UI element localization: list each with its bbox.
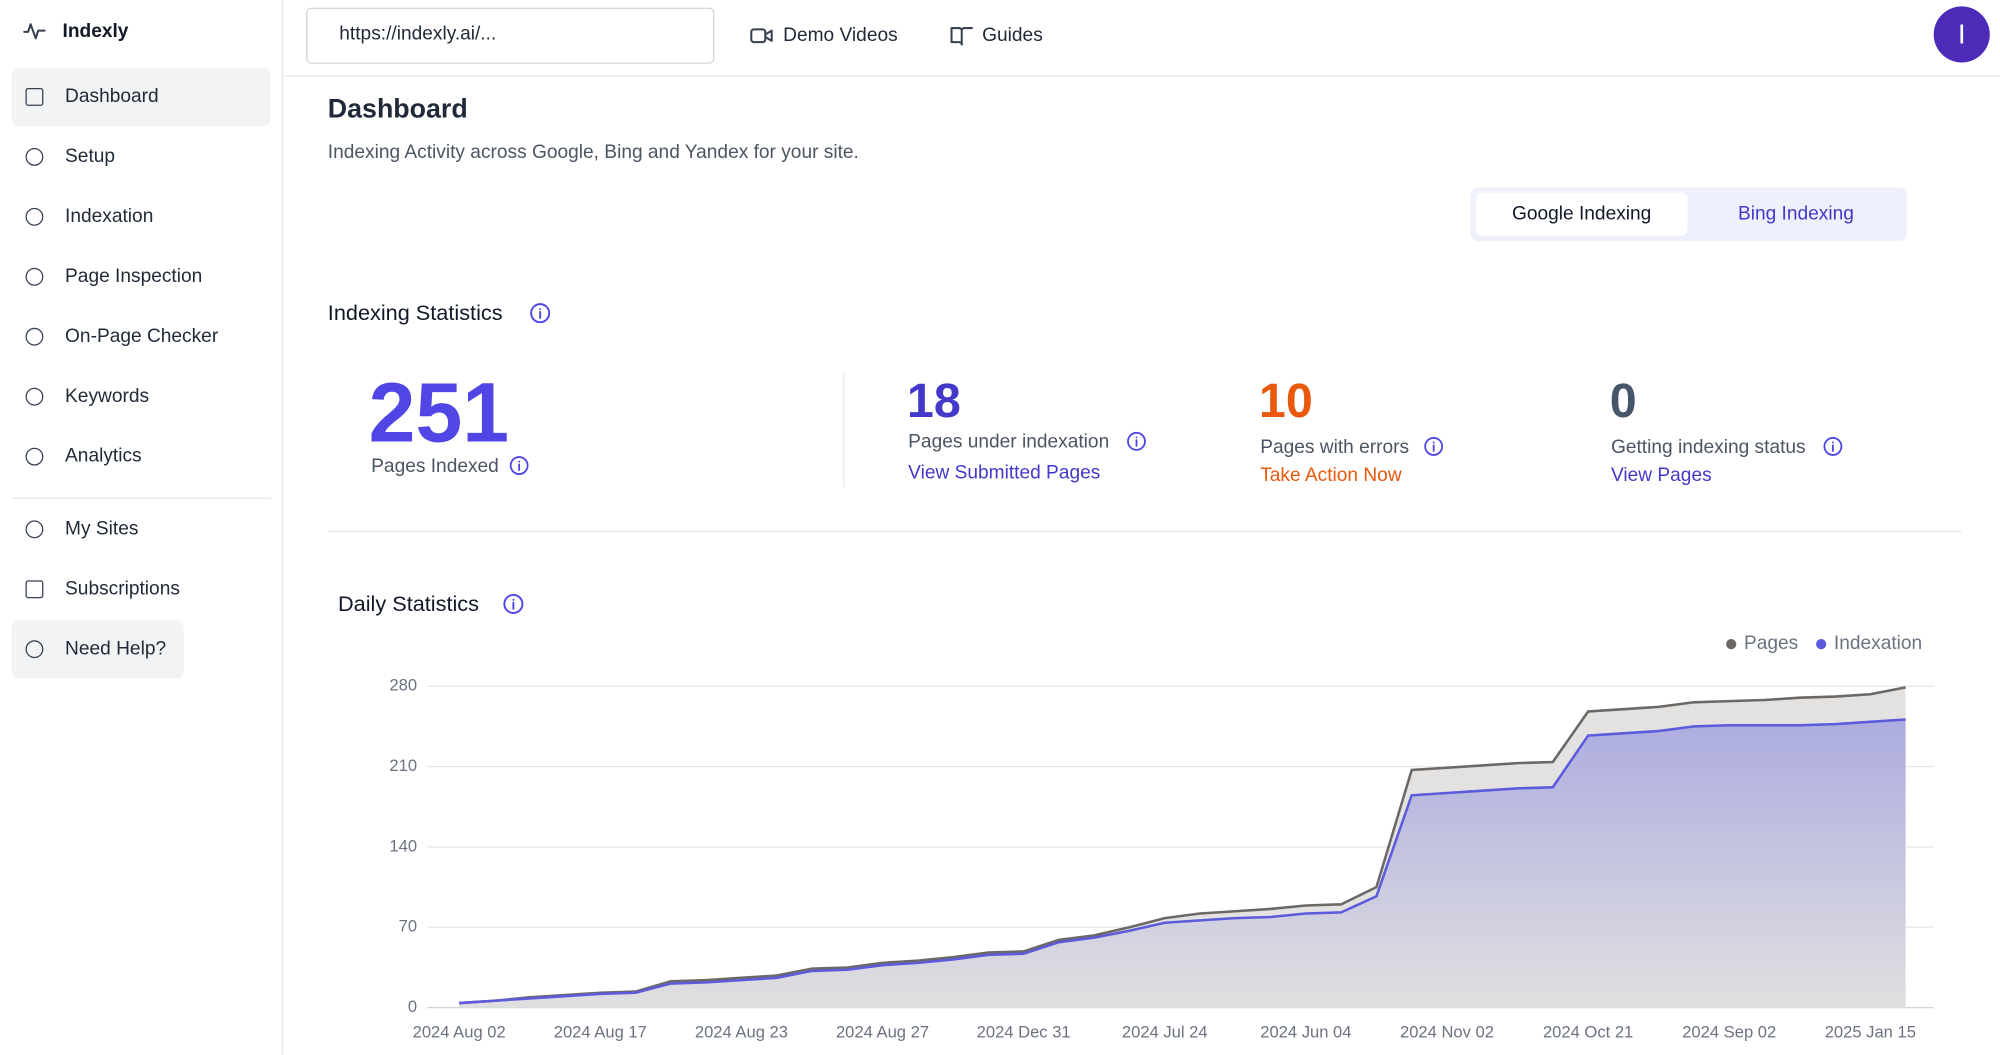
section-title: Indexing Statistics [327,301,503,326]
x-tick-label: 2025 Jan 15 [1825,1023,1916,1042]
x-tick-label: 2024 Aug 17 [554,1023,647,1042]
legend-label: Indexation [1834,633,1922,654]
x-tick-label: 2024 Nov 02 [1400,1023,1494,1042]
legend-swatch [1726,639,1737,650]
x-tick-label: 2024 Dec 31 [977,1023,1071,1042]
stat-value: 251 [368,364,510,460]
stat-label: Pages with errors [1260,436,1410,458]
tab-google[interactable]: Google Indexing [1475,192,1688,236]
page-title: Dashboard [327,94,468,124]
tab-bing[interactable]: Bing Indexing [1737,202,1854,225]
nav-item[interactable]: Setup [65,145,116,168]
stat-value: 0 [1609,374,1637,429]
x-tick-label: 2024 Aug 23 [695,1023,788,1042]
nav-icon [25,327,44,346]
nav-item[interactable]: Analytics [65,445,142,467]
nav-icon [25,267,44,286]
y-tick-label: 210 [389,756,417,775]
info-icon[interactable] [529,302,551,324]
stat-value: 18 [906,374,961,429]
stat-value: 10 [1258,374,1313,429]
stat-label: Getting indexing status [1610,436,1806,458]
y-tick-label: 280 [389,676,417,695]
stat-label: Pages under indexation [908,431,1110,453]
nav-icon [25,88,44,106]
avatar[interactable]: I [1933,6,1990,63]
sidebar [0,0,284,1055]
nav-icon [25,447,44,466]
divider [327,530,1962,532]
x-tick-label: 2024 Aug 02 [413,1023,506,1042]
y-tick-label: 0 [408,997,417,1016]
stat-link[interactable]: Take Action Now [1260,464,1402,486]
nav-icon [25,207,44,226]
info-icon[interactable] [1423,436,1444,456]
stat-label: Pages Indexed [371,455,499,478]
info-icon[interactable] [509,455,529,475]
legend-swatch [1816,639,1827,650]
stat-link[interactable]: View Submitted Pages [908,461,1101,484]
nav-item[interactable]: Indexation [65,205,154,228]
url-text: https://indexly.ai/... [339,22,497,45]
brand-icon [23,23,46,40]
nav-icon [25,580,44,599]
line [459,686,1906,1005]
nav-item[interactable]: My Sites [65,517,139,540]
info-icon[interactable] [1823,436,1843,456]
nav-item[interactable]: Keywords [65,385,150,407]
guide-icon [950,27,973,46]
info-icon[interactable] [1126,431,1146,451]
stat-link[interactable]: View Pages [1610,464,1712,486]
header-border [283,75,2000,77]
nav-icon [25,520,44,539]
y-tick-label: 140 [389,836,417,855]
nav-item[interactable]: Dashboard [65,85,159,108]
nav-icon [25,147,44,166]
nav-item[interactable]: Need Help? [65,637,167,660]
x-tick-label: 2024 Jul 24 [1122,1023,1208,1042]
brand: Indexly [62,20,129,43]
url-input[interactable] [306,7,715,64]
info-icon[interactable] [503,593,525,615]
chart-title: Daily Statistics [338,591,479,617]
nav-icon [25,387,44,406]
guides[interactable]: Guides [982,24,1043,46]
chart: 0 70 140 210 280 2024 Aug 02 2024 Aug 17 2024 A… [389,633,1934,1042]
x-tick-label: 2024 Oct 21 [1543,1023,1633,1042]
nav-icon [25,640,44,659]
nav-item[interactable]: Page Inspection [65,265,203,287]
x-tick-label: 2024 Jun 04 [1260,1023,1351,1042]
x-tick-label: 2024 Sep 02 [1682,1023,1776,1042]
nav-item[interactable]: On-Page Checker [65,325,219,347]
page-subtitle: Indexing Activity across Google, Bing an… [327,141,859,164]
y-tick-label: 70 [399,917,417,936]
line [459,718,1906,1005]
nav-item[interactable]: Subscriptions [65,577,180,600]
demo-videos[interactable]: Demo Videos [783,24,898,46]
divider [843,372,845,488]
video-icon [750,28,773,44]
active-nav-bg [11,67,271,127]
area [459,719,1906,1008]
x-tick-label: 2024 Aug 27 [836,1023,929,1042]
legend-label: Pages [1744,633,1798,654]
divider [11,497,272,499]
